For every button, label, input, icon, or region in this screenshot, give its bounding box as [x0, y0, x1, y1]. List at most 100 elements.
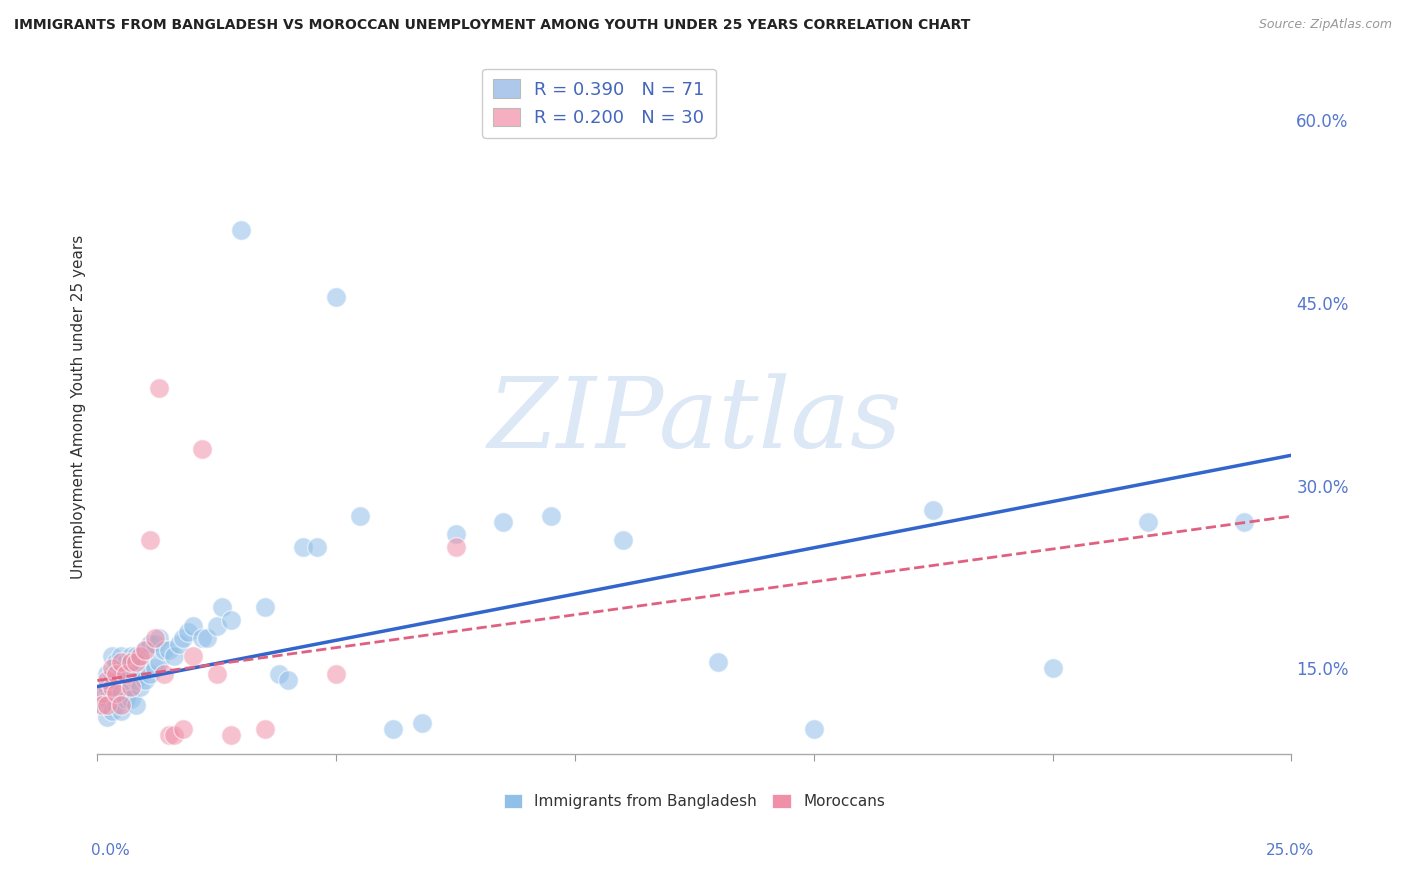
Point [124, 649, 146, 664]
Point [167, 637, 190, 651]
Point [253, 600, 276, 615]
Point [177, 624, 200, 639]
Point [267, 667, 290, 681]
Point [191, 442, 214, 457]
Point [110, 649, 132, 664]
Point [120, 691, 142, 706]
Point [325, 667, 347, 681]
Text: ZIPatlas: ZIPatlas [486, 373, 901, 468]
Point [277, 673, 299, 688]
Point [110, 698, 132, 712]
Point [91, 686, 114, 700]
Point [153, 643, 176, 657]
Point [411, 716, 433, 731]
Point [1137, 515, 1160, 529]
Point [120, 667, 142, 681]
Point [91, 691, 114, 706]
Text: 0.0%: 0.0% [91, 843, 131, 858]
Point [163, 728, 186, 742]
Point [100, 680, 122, 694]
Point [139, 533, 162, 548]
Legend: Immigrants from Bangladesh, Moroccans: Immigrants from Bangladesh, Moroccans [498, 788, 891, 815]
Text: IMMIGRANTS FROM BANGLADESH VS MOROCCAN UNEMPLOYMENT AMONG YOUTH UNDER 25 YEARS C: IMMIGRANTS FROM BANGLADESH VS MOROCCAN U… [14, 18, 970, 32]
Point [181, 649, 204, 664]
Y-axis label: Unemployment Among Youth under 25 years: Unemployment Among Youth under 25 years [72, 235, 86, 579]
Point [105, 686, 128, 700]
Point [120, 649, 142, 664]
Point [219, 728, 242, 742]
Point [325, 290, 347, 304]
Point [105, 673, 128, 688]
Point [96, 667, 118, 681]
Point [96, 710, 118, 724]
Point [134, 673, 156, 688]
Point [129, 649, 152, 664]
Point [205, 667, 228, 681]
Point [115, 655, 138, 669]
Point [105, 698, 128, 712]
Point [219, 613, 242, 627]
Point [540, 509, 562, 524]
Point [124, 673, 146, 688]
Point [195, 631, 218, 645]
Point [115, 691, 138, 706]
Point [100, 704, 122, 718]
Point [115, 673, 138, 688]
Point [157, 643, 180, 657]
Point [181, 618, 204, 632]
Point [110, 704, 132, 718]
Point [143, 661, 166, 675]
Point [349, 509, 371, 524]
Point [205, 618, 228, 632]
Point [253, 722, 276, 736]
Point [229, 223, 252, 237]
Point [707, 655, 730, 669]
Point [172, 631, 194, 645]
Point [100, 649, 122, 664]
Point [143, 631, 166, 645]
Text: 25.0%: 25.0% [1267, 843, 1315, 858]
Point [91, 698, 114, 712]
Point [148, 381, 170, 395]
Point [153, 667, 176, 681]
Point [96, 698, 118, 712]
Point [100, 686, 122, 700]
Point [115, 667, 138, 681]
Point [148, 631, 170, 645]
Point [191, 631, 214, 645]
Point [1042, 661, 1064, 675]
Point [143, 637, 166, 651]
Point [105, 667, 128, 681]
Point [100, 667, 122, 681]
Point [129, 680, 152, 694]
Point [444, 527, 467, 541]
Point [96, 673, 118, 688]
Point [91, 686, 114, 700]
Point [307, 540, 329, 554]
Point [211, 600, 233, 615]
Point [124, 698, 146, 712]
Point [922, 503, 945, 517]
Point [110, 655, 132, 669]
Point [91, 698, 114, 712]
Point [382, 722, 405, 736]
Point [134, 643, 156, 657]
Point [120, 655, 142, 669]
Point [96, 691, 118, 706]
Point [134, 643, 156, 657]
Point [291, 540, 314, 554]
Point [120, 680, 142, 694]
Point [105, 655, 128, 669]
Point [139, 667, 162, 681]
Point [120, 680, 142, 694]
Point [129, 661, 152, 675]
Point [172, 722, 194, 736]
Point [124, 655, 146, 669]
Point [110, 667, 132, 681]
Point [492, 515, 515, 529]
Point [612, 533, 634, 548]
Point [139, 637, 162, 651]
Point [163, 649, 186, 664]
Text: Source: ZipAtlas.com: Source: ZipAtlas.com [1258, 18, 1392, 31]
Point [157, 728, 180, 742]
